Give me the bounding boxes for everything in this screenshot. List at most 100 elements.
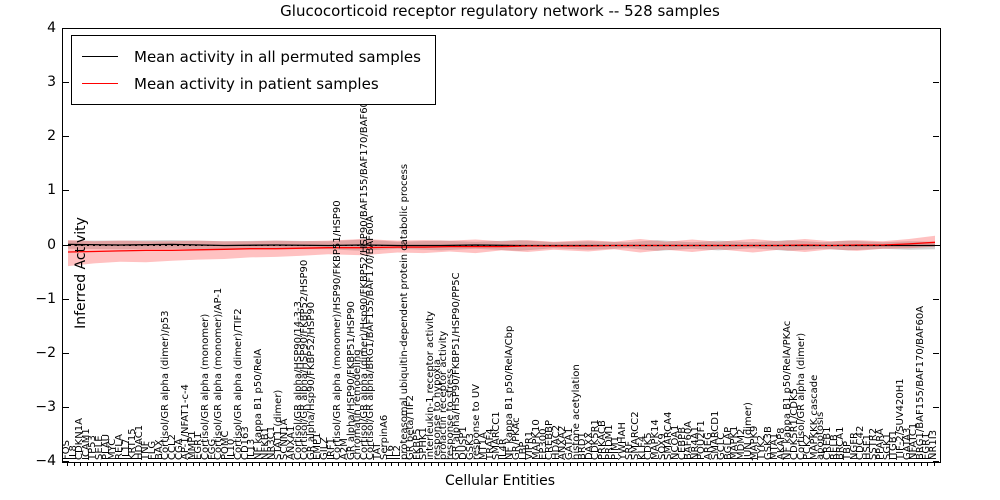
legend-line-sample xyxy=(82,83,118,84)
x-tick-mark xyxy=(861,462,863,466)
x-tick-mark xyxy=(497,462,499,466)
x-tick-mark xyxy=(199,462,201,466)
x-tick-mark xyxy=(675,462,677,466)
x-axis-label: Cellular Entities xyxy=(444,473,556,489)
x-tick-mark xyxy=(821,462,823,466)
x-tick-mark xyxy=(378,462,380,466)
x-tick-mark xyxy=(887,462,889,466)
x-tick-mark xyxy=(914,462,916,466)
x-tick-mark xyxy=(934,462,935,466)
x-tick-mark xyxy=(450,462,452,466)
x-tick-mark xyxy=(331,462,333,466)
x-tick-mark xyxy=(801,462,803,466)
x-tick-mark xyxy=(874,462,876,466)
x-tick-mark xyxy=(391,462,393,466)
x-tick-mark xyxy=(847,462,849,466)
x-tick-mark xyxy=(622,462,624,466)
legend-item: Mean activity in patient samples xyxy=(82,70,421,97)
x-tick-mark xyxy=(212,462,214,466)
x-tick-mark xyxy=(748,462,750,466)
x-tick-mark xyxy=(325,462,327,466)
y-tick-label: −3 xyxy=(35,398,56,415)
y-tick-label: 0 xyxy=(47,236,56,253)
x-tick-mark xyxy=(563,462,565,466)
x-tick-mark xyxy=(795,462,796,466)
x-tick-mark xyxy=(761,462,763,466)
x-tick-mark xyxy=(464,462,466,466)
x-tick-mark xyxy=(603,462,605,466)
plot-area: FOS IL8 CDKN1A ICAM1 TP53 SELE PLAU MYC RELA IL17… xyxy=(61,28,941,463)
legend-item: Mean activity in all permuted samples xyxy=(82,43,421,70)
x-tick-mark xyxy=(589,462,591,466)
x-tick-mark xyxy=(642,462,644,466)
x-tick-mark xyxy=(384,462,386,466)
x-tick-mark xyxy=(510,462,512,466)
legend-label: Mean activity in patient samples xyxy=(134,74,379,93)
x-tick-mark xyxy=(298,462,300,466)
x-tick-mark xyxy=(695,462,697,466)
x-tick-label: Cortisol/GR alpha (monomer)/HSP90/FKBP51… xyxy=(332,200,344,460)
x-tick-mark xyxy=(755,462,757,466)
x-tick-mark xyxy=(417,462,419,466)
x-tick-mark xyxy=(722,462,724,466)
x-tick-label: Cortisol/GR alpha/BRG1/BAF155/BAF170/BAF… xyxy=(365,215,377,460)
x-tick-mark xyxy=(483,462,485,466)
y-tick-mark xyxy=(63,352,69,354)
x-tick-mark xyxy=(569,462,571,466)
x-tick-mark xyxy=(424,462,426,466)
x-tick-mark xyxy=(616,462,618,466)
x-tick-mark xyxy=(550,462,552,466)
y-tick-mark xyxy=(933,406,939,408)
x-tick-mark xyxy=(86,462,88,466)
x-tick-mark xyxy=(292,462,294,466)
x-tick-mark xyxy=(742,462,744,466)
x-tick-mark xyxy=(788,462,790,466)
y-tick-mark xyxy=(63,244,69,246)
x-tick-mark xyxy=(172,462,174,466)
x-tick-mark xyxy=(219,462,221,466)
x-tick-mark xyxy=(437,462,439,466)
x-tick-mark xyxy=(245,462,247,466)
x-tick-mark xyxy=(133,462,135,466)
x-tick-mark xyxy=(139,462,141,466)
y-tick-mark xyxy=(63,190,69,192)
x-tick-mark xyxy=(431,462,432,466)
x-tick-mark xyxy=(523,462,525,466)
x-tick-mark xyxy=(344,462,346,466)
x-tick-mark xyxy=(318,462,320,466)
x-tick-mark xyxy=(252,462,254,466)
x-tick-mark xyxy=(166,462,168,466)
x-tick-mark xyxy=(126,462,128,466)
x-tick-mark xyxy=(708,462,710,466)
x-tick-mark xyxy=(205,462,207,466)
x-tick-mark xyxy=(258,462,260,466)
x-tick-mark xyxy=(470,462,472,466)
x-tick-mark xyxy=(457,462,459,466)
y-tick-mark xyxy=(63,28,69,29)
x-tick-mark xyxy=(867,462,869,466)
x-tick-mark xyxy=(881,462,883,466)
x-tick-mark xyxy=(358,462,360,466)
y-tick-mark xyxy=(63,136,69,138)
x-tick-mark xyxy=(305,462,307,466)
x-tick-mark xyxy=(232,462,234,466)
x-tick-mark xyxy=(636,462,638,466)
x-tick-mark xyxy=(596,462,598,466)
y-tick-label: 1 xyxy=(47,182,56,199)
x-tick-mark xyxy=(179,462,181,466)
x-tick-mark xyxy=(649,462,651,466)
x-tick-mark xyxy=(477,462,479,466)
x-tick-mark xyxy=(556,462,558,466)
x-tick-label: NR1I3 xyxy=(928,429,939,460)
y-tick-label: −2 xyxy=(35,344,56,361)
x-tick-mark xyxy=(775,462,777,466)
y-tick-mark xyxy=(933,28,939,29)
x-tick-mark xyxy=(73,462,75,466)
x-tick-mark xyxy=(536,462,538,466)
y-tick-mark xyxy=(933,190,939,192)
x-tick-mark xyxy=(397,462,399,466)
x-tick-mark xyxy=(543,462,545,466)
y-tick-label: −4 xyxy=(35,453,56,469)
y-tick-mark xyxy=(933,298,939,300)
